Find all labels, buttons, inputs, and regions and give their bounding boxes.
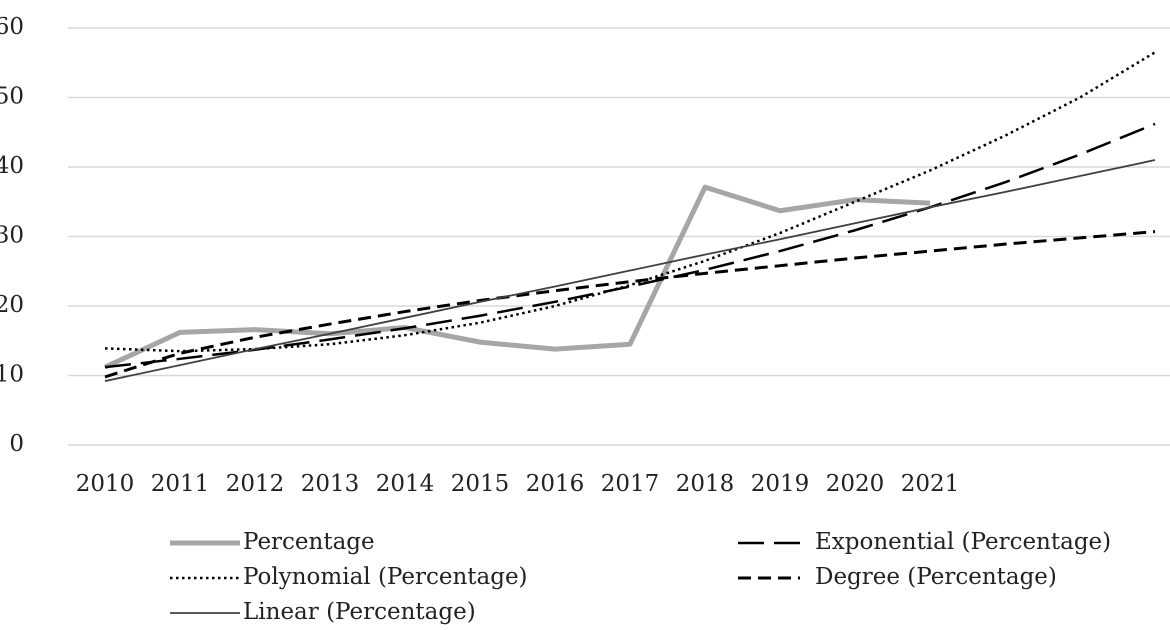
x-tick-label: 2014 [376,471,435,497]
x-tick-label: 2020 [826,471,885,497]
series-line [103,184,931,370]
y-tick-label: 30 [0,223,24,249]
legend-label: Linear (Percentage) [243,599,476,625]
series-line [104,51,1156,353]
x-tick-label: 2013 [301,471,360,497]
y-tick-label: 10 [0,362,24,388]
x-tick-label: 2018 [676,471,735,497]
x-tick-label: 2021 [901,471,960,497]
series-line [104,230,1156,379]
legend-label: Degree (Percentage) [815,564,1057,590]
legend-label: Exponential (Percentage) [815,529,1111,555]
legend-label: Polynomial (Percentage) [243,564,528,590]
x-tick-label: 2017 [601,471,660,497]
y-tick-label: 50 [0,84,24,110]
x-tick-label: 2019 [751,471,810,497]
x-tick-label: 2011 [151,471,210,497]
y-tick-label: 40 [0,153,24,179]
x-tick-label: 2016 [526,471,585,497]
y-tick-label: 20 [0,292,24,318]
x-tick-label: 2015 [451,471,510,497]
y-tick-label: 60 [0,14,24,40]
y-tick-label: 0 [9,431,24,457]
legend-label: Percentage [243,529,375,555]
x-tick-label: 2012 [226,471,285,497]
x-tick-label: 2010 [76,471,135,497]
series-line [104,159,1156,382]
